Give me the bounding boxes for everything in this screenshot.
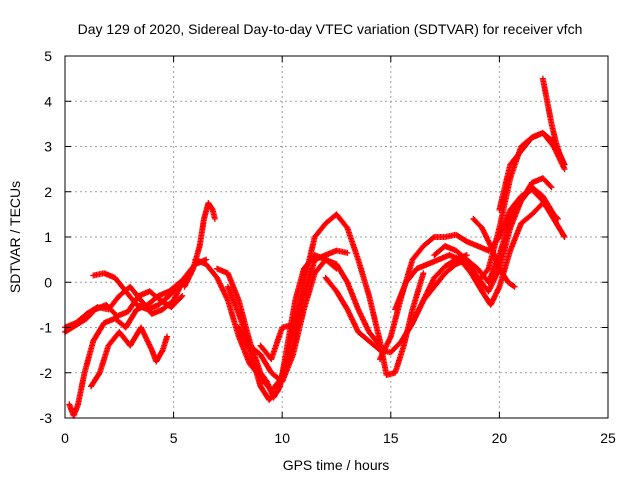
satellite-track-16	[431, 175, 555, 295]
series-markers	[88, 324, 171, 390]
satellite-track-6	[181, 200, 218, 290]
y-tick-label: 1	[44, 229, 52, 245]
y-tick-label: 3	[44, 139, 52, 155]
series-markers	[181, 200, 218, 290]
y-tick-label: -2	[40, 365, 53, 381]
satellite-track-11	[257, 322, 294, 363]
y-tick-label: 0	[44, 274, 52, 290]
axis-ticks: 0 5 10 15 20 25 -3 -2 -1 0 1 2 3 4 5	[40, 48, 616, 446]
y-tick-label: -1	[40, 320, 53, 336]
x-tick-label: 15	[383, 430, 399, 446]
x-tick-label: 25	[600, 430, 616, 446]
y-tick-label: -3	[40, 410, 53, 426]
series-markers	[431, 175, 555, 295]
x-tick-label: 20	[492, 430, 508, 446]
plot-frame	[64, 55, 609, 419]
y-tick-label: 2	[44, 184, 52, 200]
y-tick-label: 5	[44, 48, 52, 64]
grid	[65, 56, 608, 418]
satellite-track-3	[88, 324, 171, 390]
y-tick-label: 4	[44, 93, 52, 109]
x-tick-label: 0	[61, 430, 69, 446]
x-axis-label: GPS time / hours	[283, 457, 390, 473]
x-tick-label: 10	[274, 430, 290, 446]
x-tick-label: 5	[170, 430, 178, 446]
satellite-track-20	[539, 75, 568, 168]
y-axis-label: SDTVAR / TECUs	[7, 181, 23, 293]
series-markers	[539, 75, 568, 168]
series-markers	[257, 322, 294, 363]
chart-title: Day 129 of 2020, Sidereal Day-to-day VTE…	[78, 21, 583, 37]
data-marks	[62, 75, 568, 419]
